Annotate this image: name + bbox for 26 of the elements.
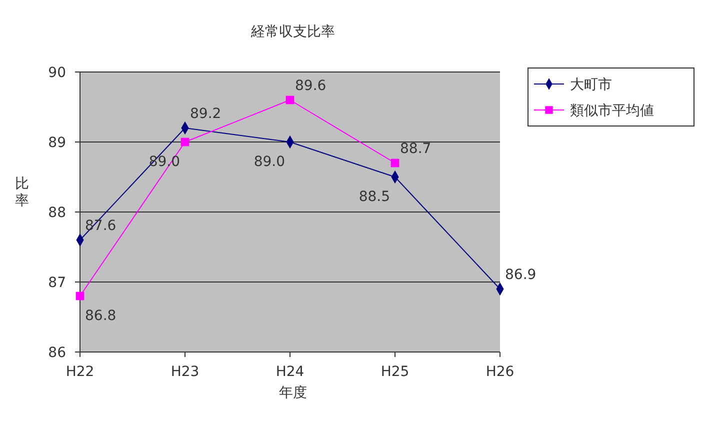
y-tick-label: 86 [48, 345, 66, 361]
data-label: 86.8 [85, 308, 116, 324]
x-axis-title: 年度 [279, 385, 307, 401]
x-tick-label: H25 [380, 364, 410, 380]
data-label: 89.0 [254, 154, 285, 170]
y-tick-label: 89 [48, 135, 66, 151]
point [390, 158, 400, 168]
x-tick-label: H22 [66, 364, 94, 380]
x-tick-label: H24 [276, 364, 304, 380]
y-axis-title: 比率 [15, 176, 29, 209]
point [180, 138, 190, 146]
point [76, 292, 84, 300]
data-label: 89.6 [295, 78, 326, 94]
legend-label: 類似市平均値 [570, 103, 654, 119]
data-label: 89.2 [190, 106, 222, 122]
x-tick-label: H26 [486, 364, 514, 380]
x-tick-label: H23 [170, 364, 200, 380]
y-tick-label: 90 [48, 65, 66, 81]
y-tick-label: 87 [48, 275, 66, 291]
point [286, 96, 294, 104]
data-label: 88.5 [358, 189, 390, 205]
legend-label: 大町市 [570, 77, 612, 93]
data-label: 86.9 [505, 267, 536, 283]
y-tick-label: 88 [48, 205, 66, 221]
chart-title: 経常収支比率 [250, 24, 335, 40]
data-label: 88.7 [400, 141, 432, 157]
